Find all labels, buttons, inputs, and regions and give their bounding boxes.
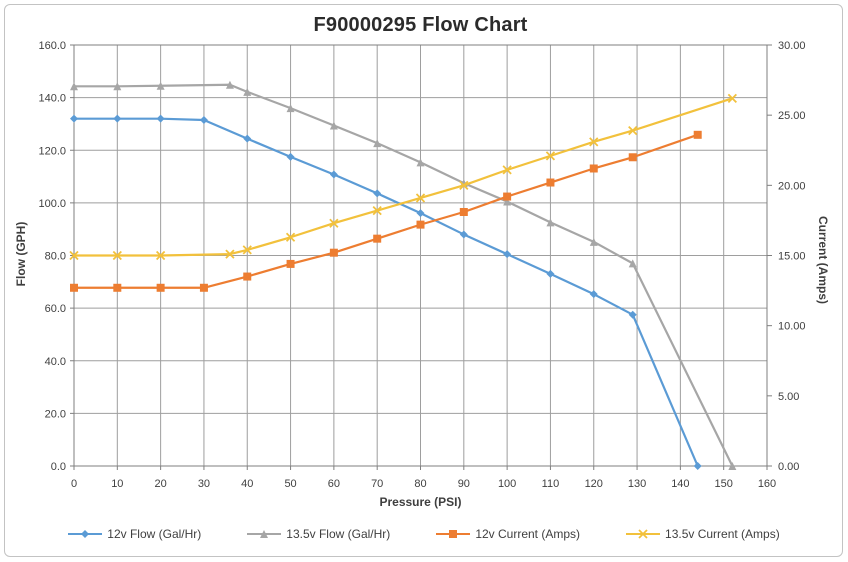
series-12v-current-amps-: [70, 130, 702, 292]
x-tick-label: 130: [628, 478, 646, 490]
y-left-tick-label: 80.0: [45, 251, 66, 263]
legend-swatch-diamond-icon: [68, 530, 103, 538]
legend-label: 12v Flow (Gal/Hr): [107, 527, 202, 541]
y-left-tick-label: 0.0: [51, 461, 66, 473]
legend-swatch-x-icon: [626, 529, 661, 539]
y-right-tick-label: 15.00: [778, 251, 806, 263]
series-12v-flow-gal-hr-: [70, 114, 702, 470]
x-tick-label: 120: [585, 478, 603, 490]
x-tick-label: 60: [328, 478, 340, 490]
y-left-tick-label: 120.0: [38, 145, 66, 157]
y-left-tick-label: 160.0: [38, 40, 66, 52]
legend-item-1: 13.5v Flow (Gal/Hr): [247, 527, 390, 541]
y-right-tick-label: 20.00: [778, 180, 806, 192]
y-right-tick-label: 30.00: [778, 40, 806, 52]
y-left-tick-label: 100.0: [38, 198, 66, 210]
legend-label: 13.5v Flow (Gal/Hr): [286, 527, 391, 541]
x-tick-label: 70: [371, 478, 383, 490]
y-left-tick-label: 20.0: [45, 408, 66, 420]
y-left-tick-label: 40.0: [45, 356, 66, 368]
series-13.5v-current-amps-: [69, 93, 737, 261]
x-axis-title: Pressure (PSI): [379, 495, 462, 509]
y-right-tick-label: 10.00: [778, 321, 806, 333]
legend-label: 12v Current (Amps): [475, 527, 581, 541]
axis-ticks: 0 10 20 30 40 50 60 70 80 90 100 110 120 130 140 150 160…: [38, 40, 805, 490]
x-tick-label: 90: [458, 478, 470, 490]
x-tick-label: 30: [198, 478, 210, 490]
series-13.5v-flow-gal-hr-: [70, 80, 737, 470]
x-tick-label: 20: [155, 478, 167, 490]
y-axis-title-right: Current (Amps): [816, 215, 830, 304]
y-right-tick-label: 25.00: [778, 110, 806, 122]
legend: 12v Flow (Gal/Hr) 13.5v Flow (Gal/Hr) 12v …: [0, 527, 848, 541]
x-tick-label: 160: [758, 478, 776, 490]
legend-swatch-triangle-icon: [247, 530, 282, 538]
x-tick-label: 110: [542, 478, 560, 490]
x-tick-label: 40: [241, 478, 253, 490]
chart-title: F90000295 Flow Chart: [313, 14, 528, 36]
x-tick-label: 0: [71, 478, 77, 490]
legend-item-3: 13.5v Current (Amps): [626, 527, 780, 541]
x-tick-label: 100: [498, 478, 516, 490]
y-left-tick-label: 60.0: [45, 303, 66, 315]
x-tick-label: 50: [284, 478, 296, 490]
legend-label: 13.5v Current (Amps): [665, 527, 780, 541]
y-right-tick-label: 0.00: [778, 461, 799, 473]
legend-item-2: 12v Current (Amps): [436, 527, 580, 541]
x-tick-label: 10: [111, 478, 123, 490]
y-left-tick-label: 140.0: [38, 93, 66, 105]
x-tick-label: 140: [671, 478, 689, 490]
y-axis-title-left: Flow (GPH): [14, 221, 28, 287]
chart-frame: [4, 4, 843, 557]
legend-item-0: 12v Flow (Gal/Hr): [68, 527, 201, 541]
y-right-tick-label: 5.00: [778, 391, 799, 403]
legend-swatch-square-icon: [436, 530, 471, 538]
x-tick-label: 80: [414, 478, 426, 490]
x-tick-label: 150: [715, 478, 733, 490]
